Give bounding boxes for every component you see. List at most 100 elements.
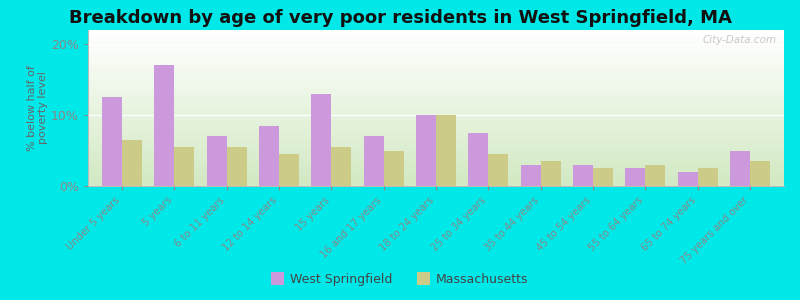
Bar <box>88 151 784 152</box>
Bar <box>88 47 784 48</box>
Bar <box>88 100 784 101</box>
Bar <box>698 168 718 186</box>
Bar <box>416 115 436 186</box>
Bar <box>88 144 784 145</box>
Bar <box>88 57 784 58</box>
Bar <box>88 51 784 52</box>
Bar <box>88 147 784 148</box>
Bar <box>88 119 784 120</box>
Bar <box>88 114 784 115</box>
Bar <box>88 31 784 32</box>
Bar <box>88 63 784 64</box>
Bar <box>88 170 784 171</box>
Bar <box>88 34 784 35</box>
Bar <box>88 177 784 178</box>
Bar <box>88 141 784 142</box>
Bar <box>206 136 226 186</box>
Bar <box>88 79 784 80</box>
Bar <box>88 108 784 109</box>
Bar <box>88 134 784 135</box>
Y-axis label: % below half of
poverty level: % below half of poverty level <box>26 65 48 151</box>
Bar <box>88 138 784 139</box>
Bar <box>88 37 784 38</box>
Bar <box>88 80 784 81</box>
Bar <box>88 124 784 125</box>
Bar <box>88 87 784 88</box>
Bar <box>88 178 784 179</box>
Bar <box>88 122 784 123</box>
Bar <box>88 180 784 181</box>
Bar <box>88 32 784 33</box>
Bar <box>88 164 784 165</box>
Bar <box>88 166 784 167</box>
Bar <box>154 65 174 186</box>
Bar <box>88 35 784 36</box>
Bar <box>88 43 784 44</box>
Bar <box>488 154 508 186</box>
Bar <box>88 54 784 55</box>
Bar <box>88 158 784 159</box>
Bar <box>102 98 122 186</box>
Bar <box>88 93 784 94</box>
Bar <box>88 116 784 117</box>
Bar <box>122 140 142 186</box>
Bar <box>88 107 784 108</box>
Bar <box>436 115 456 186</box>
Bar <box>88 96 784 97</box>
Bar <box>88 118 784 119</box>
Bar <box>88 130 784 131</box>
Bar <box>88 136 784 137</box>
Bar <box>88 89 784 90</box>
Bar <box>88 66 784 67</box>
Bar <box>88 70 784 71</box>
Bar <box>88 181 784 182</box>
Bar <box>88 62 784 63</box>
Bar <box>646 165 666 186</box>
Bar <box>88 52 784 53</box>
Bar <box>88 97 784 98</box>
Text: City-Data.com: City-Data.com <box>703 35 777 45</box>
Bar <box>88 60 784 61</box>
Bar <box>88 173 784 174</box>
Bar <box>593 168 613 186</box>
Bar <box>88 99 784 100</box>
Bar <box>88 85 784 86</box>
Bar <box>88 71 784 72</box>
Bar <box>88 127 784 128</box>
Bar <box>469 133 488 186</box>
Bar <box>88 33 784 34</box>
Bar <box>88 159 784 160</box>
Bar <box>88 155 784 156</box>
Bar <box>573 165 593 186</box>
Bar <box>88 113 784 114</box>
Bar <box>88 81 784 82</box>
Bar <box>88 61 784 62</box>
Bar <box>88 67 784 68</box>
Bar <box>88 94 784 95</box>
Bar <box>88 150 784 151</box>
Bar <box>88 64 784 65</box>
Bar <box>88 50 784 51</box>
Bar <box>174 147 194 186</box>
Bar <box>88 140 784 141</box>
Bar <box>88 55 784 56</box>
Bar <box>88 148 784 149</box>
Bar <box>88 104 784 105</box>
Bar <box>311 94 331 186</box>
Bar <box>88 163 784 164</box>
Bar <box>88 146 784 147</box>
Bar <box>88 82 784 83</box>
Bar <box>88 123 784 124</box>
Bar <box>88 40 784 41</box>
Bar <box>88 149 784 150</box>
Bar <box>88 105 784 106</box>
Bar <box>88 115 784 116</box>
Bar <box>730 151 750 186</box>
Bar <box>88 84 784 85</box>
Bar <box>88 102 784 103</box>
Bar <box>88 95 784 96</box>
Bar <box>88 72 784 73</box>
Bar <box>88 76 784 77</box>
Bar <box>88 174 784 175</box>
Bar <box>88 36 784 37</box>
